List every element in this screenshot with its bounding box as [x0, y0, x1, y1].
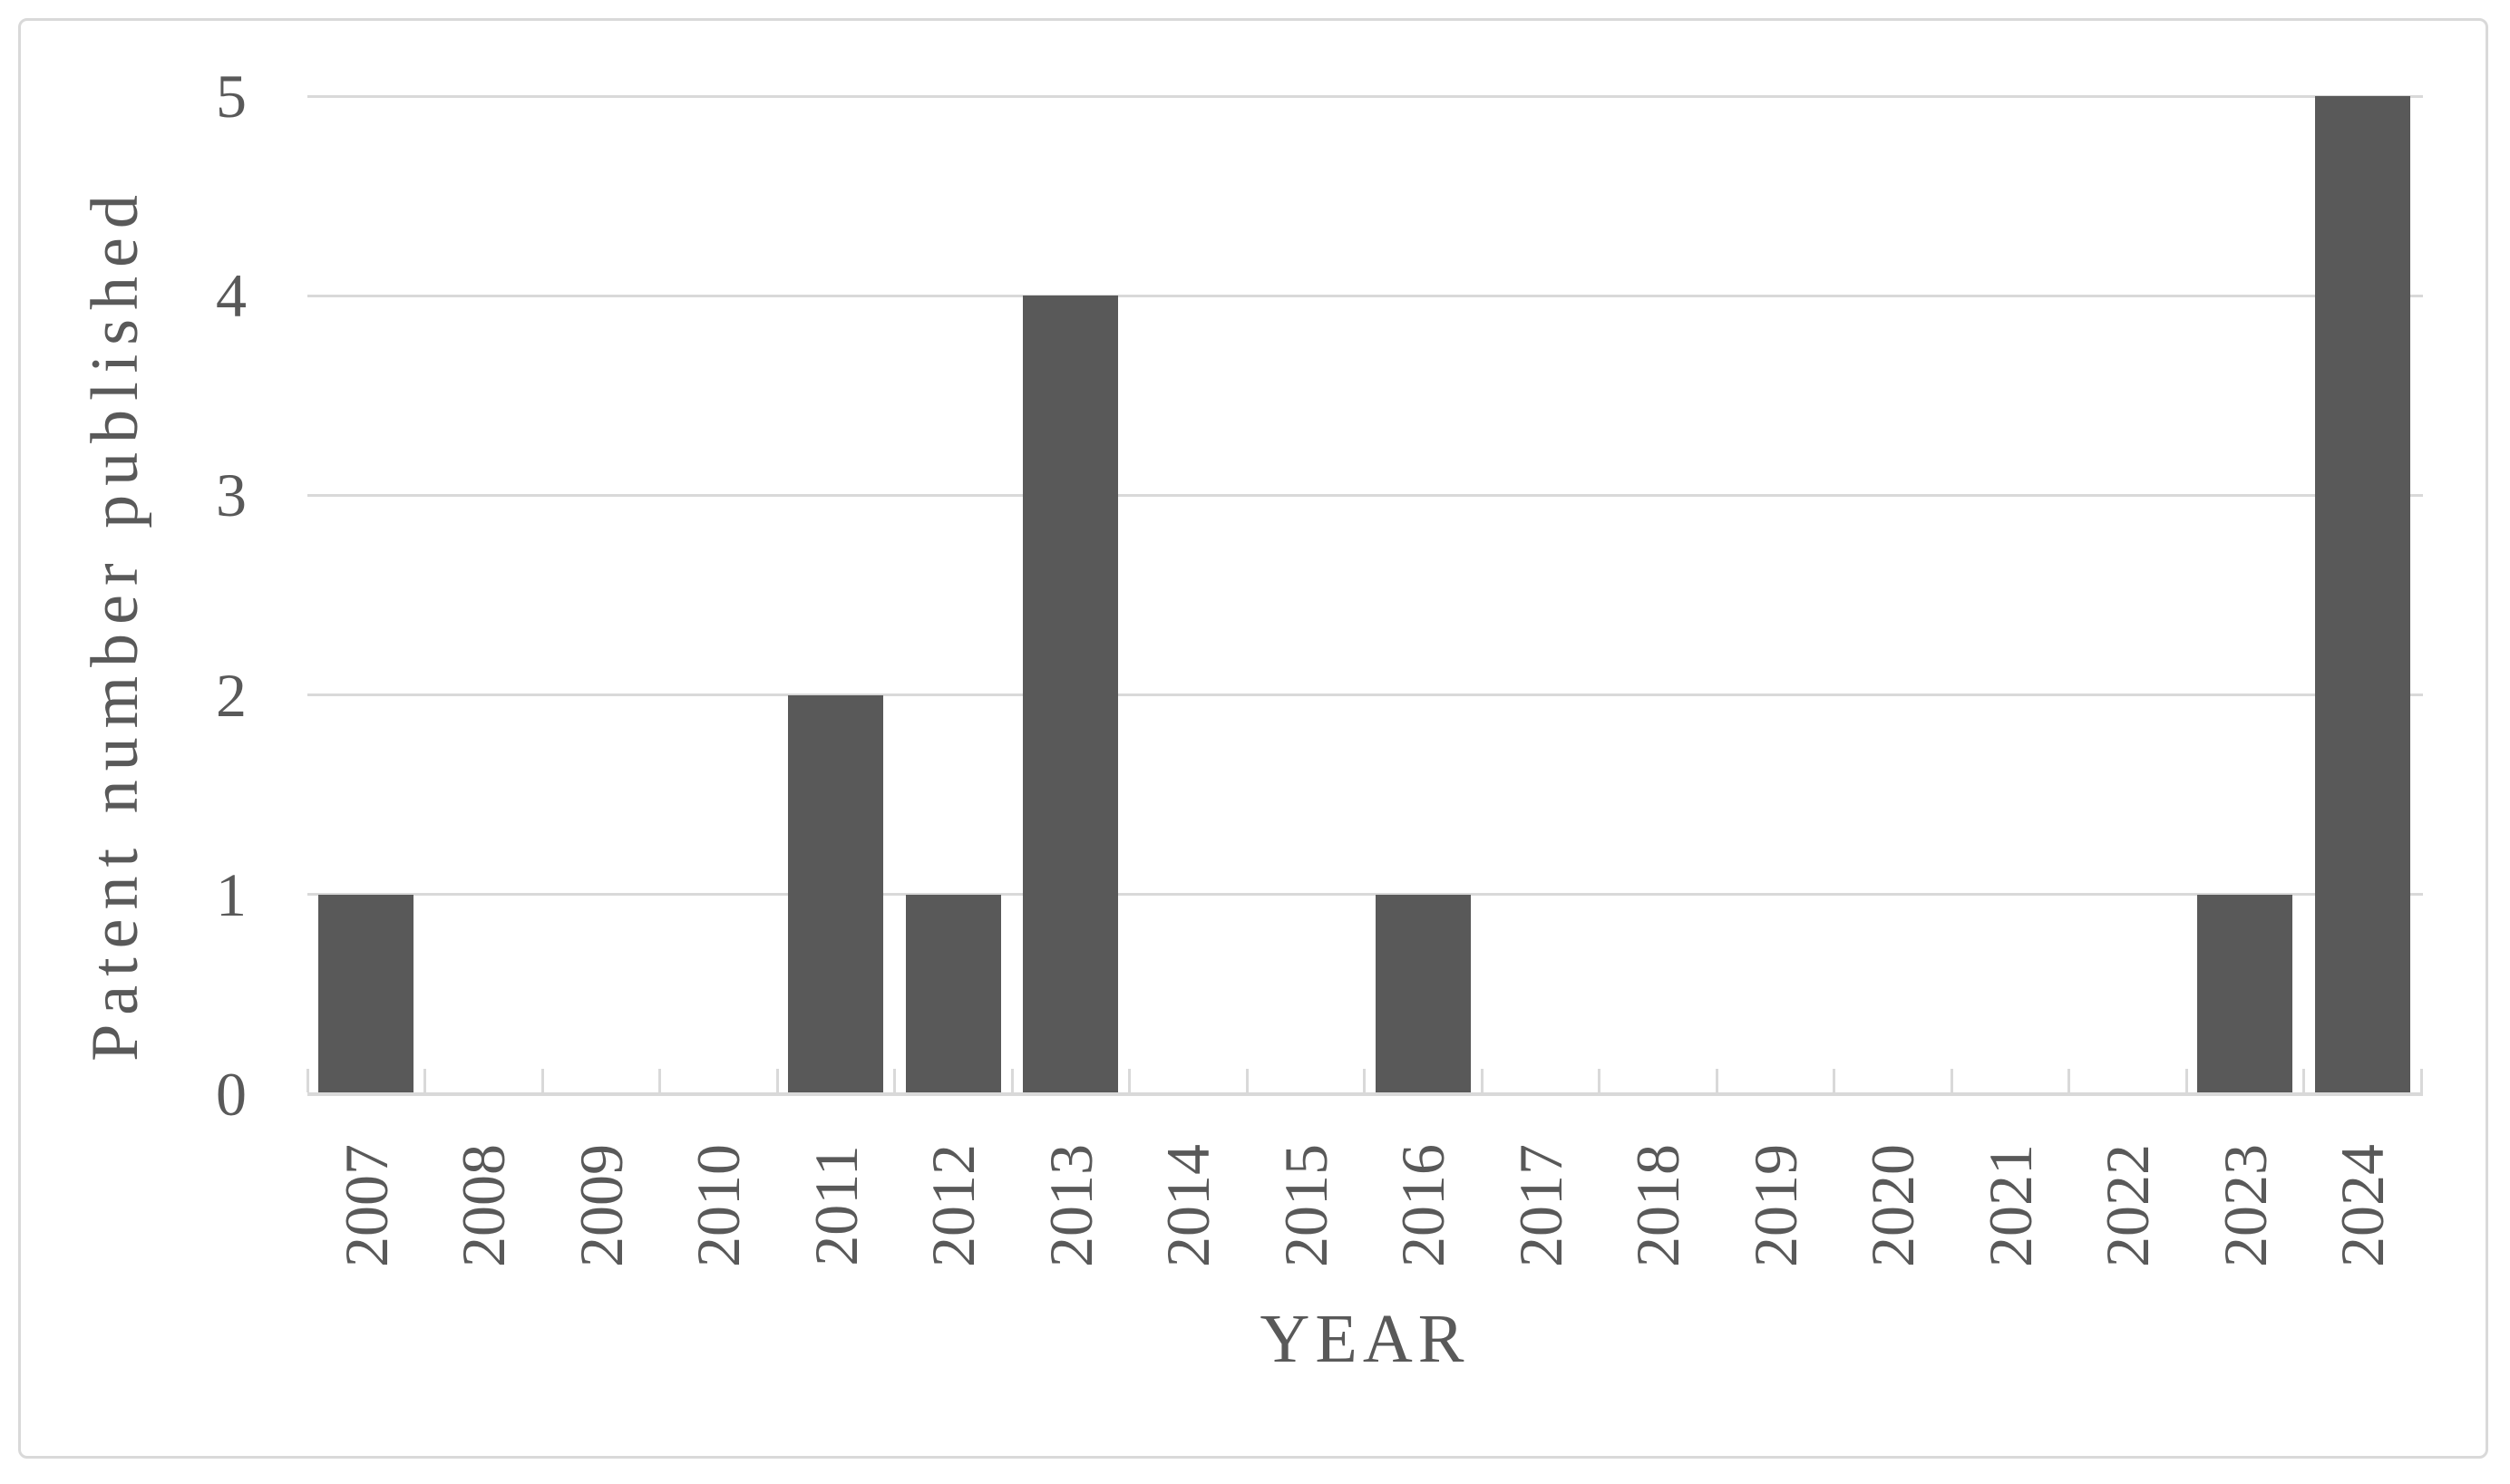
- x-tick-label-2022: 2022: [2093, 1144, 2163, 1267]
- bar-2013: [1023, 296, 1119, 1094]
- x-tick-label-2017: 2017: [1505, 1144, 1575, 1267]
- x-axis-tick: [1480, 1069, 1484, 1092]
- figure-border: [18, 18, 2488, 1459]
- x-axis-tick: [306, 1069, 309, 1092]
- x-tick-label-2014: 2014: [1153, 1144, 1223, 1267]
- x-tick-label-2016: 2016: [1388, 1144, 1458, 1267]
- bar-2016: [1375, 894, 1471, 1094]
- x-axis-tick: [893, 1069, 896, 1092]
- y-tick-label-2: 2: [216, 660, 247, 730]
- x-axis-tick: [2184, 1069, 2188, 1092]
- x-tick-label-2015: 2015: [1270, 1144, 1340, 1267]
- x-axis-tick: [1010, 1069, 1014, 1092]
- x-tick-label-2013: 2013: [1036, 1144, 1105, 1267]
- x-axis-title: YEAR: [1260, 1301, 1470, 1377]
- x-axis-line: [307, 1092, 2423, 1096]
- y-tick-label-1: 1: [216, 859, 247, 929]
- plot-area: [306, 94, 2423, 1096]
- x-axis-tick: [775, 1069, 779, 1092]
- bar-2024: [2314, 96, 2410, 1094]
- gridline-1: [307, 893, 2423, 897]
- gridline-3: [307, 493, 2423, 497]
- bar-2012: [905, 894, 1001, 1094]
- x-axis-tick: [1715, 1069, 1718, 1092]
- x-axis-tick: [1598, 1069, 1600, 1092]
- bar-2007: [318, 894, 414, 1094]
- x-tick-label-2018: 2018: [1623, 1144, 1693, 1267]
- y-tick-label-5: 5: [216, 62, 247, 131]
- bar-2011: [788, 694, 884, 1094]
- x-tick-label-2021: 2021: [1975, 1144, 2045, 1267]
- x-axis-tick: [423, 1069, 426, 1092]
- x-axis-tick: [1950, 1069, 1953, 1092]
- gridline-5: [307, 94, 2423, 98]
- y-tick-label-4: 4: [216, 261, 247, 331]
- x-axis-tick: [658, 1069, 661, 1092]
- x-axis-tick: [2067, 1069, 2070, 1092]
- x-tick-label-2007: 2007: [331, 1144, 401, 1267]
- x-axis-tick: [2302, 1069, 2305, 1092]
- y-tick-label-0: 0: [216, 1060, 247, 1129]
- x-axis-tick: [2419, 1069, 2423, 1092]
- x-tick-label-2012: 2012: [919, 1144, 988, 1267]
- bar-2023: [2197, 894, 2293, 1094]
- x-axis-tick: [1833, 1069, 1835, 1092]
- gridline-4: [307, 294, 2423, 297]
- y-axis-title: Patent number published: [78, 186, 152, 1062]
- x-tick-label-2009: 2009: [566, 1144, 636, 1267]
- x-tick-label-2020: 2020: [1858, 1144, 1928, 1267]
- x-tick-label-2024: 2024: [2328, 1144, 2398, 1267]
- x-tick-label-2019: 2019: [1740, 1144, 1810, 1267]
- x-tick-label-2008: 2008: [449, 1144, 519, 1267]
- x-axis-tick: [1363, 1069, 1366, 1092]
- x-tick-label-2010: 2010: [684, 1144, 754, 1267]
- gridline-2: [307, 694, 2423, 697]
- x-tick-label-2023: 2023: [2210, 1144, 2280, 1267]
- x-axis-tick: [1245, 1069, 1249, 1092]
- x-tick-label-2011: 2011: [801, 1145, 871, 1266]
- x-axis-tick: [540, 1069, 544, 1092]
- x-axis-tick: [1128, 1069, 1131, 1092]
- y-tick-label-3: 3: [216, 461, 247, 530]
